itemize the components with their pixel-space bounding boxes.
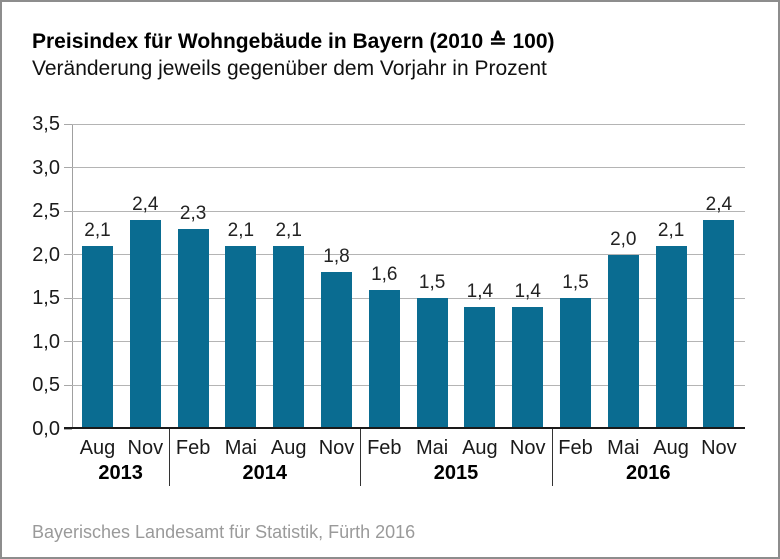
x-month-label: Nov xyxy=(318,437,355,459)
gridline xyxy=(72,341,745,343)
x-year-label: 2016 xyxy=(626,462,671,484)
y-axis-label: 1,5 xyxy=(32,287,60,310)
gridline xyxy=(72,123,745,125)
x-month-label: Feb xyxy=(558,437,593,459)
bar xyxy=(368,289,400,429)
chart-title: Preisindex für Wohngebäude in Bayern (20… xyxy=(32,30,555,53)
bar xyxy=(321,272,352,429)
y-axis-label: 2,5 xyxy=(32,200,60,223)
bar-value-label: 2,3 xyxy=(179,202,207,224)
gridline xyxy=(72,297,745,299)
bar xyxy=(560,298,591,429)
bar-value-label: 2,1 xyxy=(275,220,302,241)
bar-value-label: 1,8 xyxy=(323,246,350,268)
bar-value-label: 1,5 xyxy=(418,272,446,294)
year-separator xyxy=(360,429,362,486)
bar-value-label: 1,6 xyxy=(371,263,398,285)
x-axis-line xyxy=(64,427,745,429)
bar xyxy=(703,219,735,429)
bar xyxy=(177,228,209,429)
bar-value-label: 1,4 xyxy=(514,281,541,302)
y-tick xyxy=(64,428,72,430)
x-month-label: Aug xyxy=(653,437,689,459)
gridline xyxy=(72,210,745,212)
bar-value-label: 2,4 xyxy=(132,193,159,215)
y-tick xyxy=(64,254,72,256)
x-year-label: 2015 xyxy=(433,462,479,484)
bar xyxy=(655,246,687,429)
plot-area: 0,0 0,5 1,0 1,5 2,0 2,5 3,0 3,5 2,1 Aug 2,4 Nov 2,3 F… xyxy=(32,113,745,486)
bar-value-label: 2,1 xyxy=(84,220,111,241)
y-axis-label: 1,0 xyxy=(32,330,60,353)
x-month-label: Nov xyxy=(127,437,164,459)
y-tick xyxy=(64,341,72,343)
x-month-label: Nov xyxy=(509,437,546,459)
y-axis-label: 0,5 xyxy=(32,374,60,397)
x-month-label: Aug xyxy=(462,437,498,459)
bar xyxy=(464,307,496,429)
y-axis-label: 0,0 xyxy=(32,418,60,440)
x-month-label: Mai xyxy=(224,437,257,459)
x-month-label: Mai xyxy=(607,437,640,459)
gridline xyxy=(72,167,745,169)
x-month-label: Nov xyxy=(701,437,737,459)
chart-subtitle: Veränderung jeweils gegenüber dem Vorjah… xyxy=(32,57,547,80)
bar xyxy=(607,254,639,429)
bar-value-label: 2,1 xyxy=(227,220,255,241)
y-tick xyxy=(64,123,72,125)
bar xyxy=(225,246,257,429)
y-tick xyxy=(64,167,72,169)
y-tick xyxy=(64,210,72,212)
y-tick xyxy=(64,297,72,299)
source-note: Bayerisches Landesamt für Statistik, Für… xyxy=(32,522,416,542)
gridline xyxy=(72,254,745,256)
bar xyxy=(82,246,113,429)
bar xyxy=(512,307,544,429)
x-year-label: 2014 xyxy=(242,462,288,484)
y-axis-line xyxy=(72,124,73,429)
year-separator xyxy=(551,429,553,486)
year-separator xyxy=(169,429,171,486)
bar-value-label: 2,0 xyxy=(610,228,637,250)
y-axis-label: 3,0 xyxy=(32,156,60,179)
y-tick xyxy=(64,384,72,386)
bar xyxy=(129,219,161,429)
bar-value-label: 1,4 xyxy=(466,281,494,302)
x-month-label: Aug xyxy=(79,437,116,459)
bar-value-label: 1,5 xyxy=(562,272,589,294)
y-axis-label: 3,5 xyxy=(32,113,60,135)
x-month-label: Feb xyxy=(175,437,211,459)
x-year-label: 2013 xyxy=(98,462,143,484)
bar-value-label: 2,4 xyxy=(705,193,733,215)
x-month-label: Feb xyxy=(367,437,402,459)
bar-value-label: 2,1 xyxy=(657,220,685,241)
y-axis-label: 2,0 xyxy=(32,243,60,266)
x-month-label: Mai xyxy=(415,437,449,459)
x-month-label: Aug xyxy=(270,437,307,459)
bar xyxy=(273,246,305,429)
bar xyxy=(416,298,448,429)
gridline xyxy=(72,384,745,386)
